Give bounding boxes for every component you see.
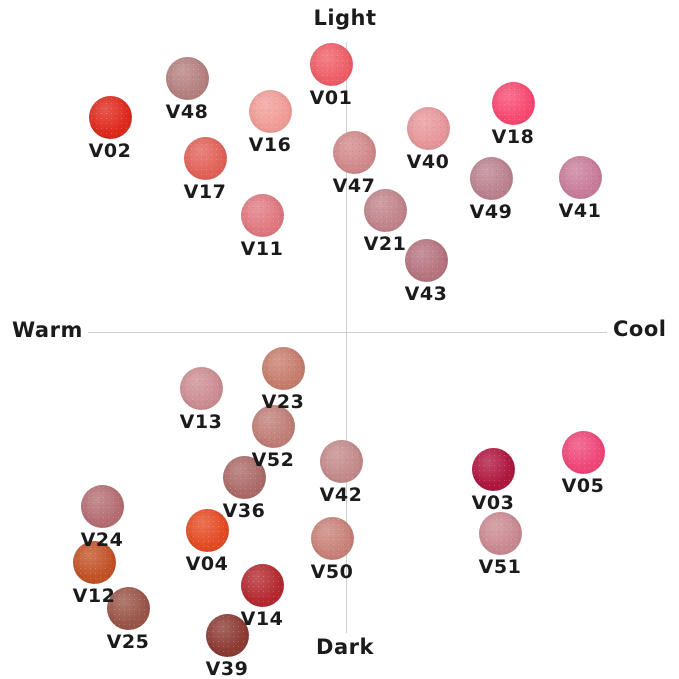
- shade-swatch-v40: [406, 106, 450, 150]
- shade-label-v25: V25: [106, 630, 150, 653]
- shade-swatch-v17: [183, 136, 227, 180]
- axis-label-light: Light: [313, 6, 377, 30]
- shade-label-v51: V51: [478, 555, 522, 578]
- shade-label-v02: V02: [88, 139, 132, 162]
- shade-label-v47: V47: [332, 174, 376, 197]
- shade-label-v24: V24: [80, 528, 124, 551]
- shade-swatch-v39: [205, 613, 249, 657]
- shade-swatch-v02: [88, 95, 132, 139]
- shade-label-v39: V39: [205, 657, 249, 679]
- shade-label-v04: V04: [185, 552, 229, 575]
- shade-swatch-v03: [471, 447, 515, 491]
- axis-label-warm: Warm: [12, 318, 83, 342]
- shade-label-v12: V12: [72, 584, 116, 607]
- shade-label-v40: V40: [406, 150, 450, 173]
- axis-label-cool: Cool: [613, 317, 667, 341]
- shade-swatch-v05: [561, 430, 605, 474]
- shade-swatch-v25: [106, 586, 150, 630]
- shade-label-v50: V50: [310, 560, 354, 583]
- shade-label-v14: V14: [240, 607, 284, 630]
- shade-label-v52: V52: [251, 448, 295, 471]
- shade-swatch-v49: [469, 156, 513, 200]
- shade-label-v23: V23: [261, 390, 305, 413]
- y-axis-line: [346, 42, 347, 633]
- shade-swatch-v42: [319, 439, 363, 483]
- x-axis-line: [88, 332, 607, 333]
- shade-swatch-v12: [72, 540, 116, 584]
- shade-label-v17: V17: [183, 180, 227, 203]
- shade-label-v36: V36: [222, 499, 266, 522]
- shade-swatch-v01: [309, 42, 353, 86]
- shade-label-v48: V48: [165, 100, 209, 123]
- shade-label-v18: V18: [491, 125, 535, 148]
- shade-swatch-v04: [185, 508, 229, 552]
- shade-label-v43: V43: [404, 282, 448, 305]
- axis-label-dark: Dark: [316, 635, 374, 659]
- shade-swatch-v23: [261, 346, 305, 390]
- shade-label-v01: V01: [309, 86, 353, 109]
- shade-label-v21: V21: [363, 232, 407, 255]
- shade-swatch-v14: [240, 563, 284, 607]
- shade-swatch-v52: [251, 404, 295, 448]
- shade-swatch-v13: [179, 366, 223, 410]
- shade-label-v05: V05: [561, 474, 605, 497]
- shade-swatch-v41: [558, 155, 602, 199]
- shade-swatch-v18: [491, 81, 535, 125]
- shade-label-v16: V16: [248, 133, 292, 156]
- shade-swatch-v24: [80, 484, 124, 528]
- shade-swatch-v47: [332, 130, 376, 174]
- shade-label-v42: V42: [319, 483, 363, 506]
- shade-swatch-v21: [363, 188, 407, 232]
- shade-label-v03: V03: [471, 491, 515, 514]
- shade-label-v11: V11: [240, 237, 284, 260]
- shade-label-v13: V13: [179, 410, 223, 433]
- shade-label-v41: V41: [558, 199, 602, 222]
- shade-label-v49: V49: [469, 200, 513, 223]
- shade-swatch-v50: [310, 516, 354, 560]
- shade-swatch-v36: [222, 455, 266, 499]
- shade-swatch-v51: [478, 511, 522, 555]
- shade-swatch-v48: [165, 56, 209, 100]
- shade-swatch-v16: [248, 89, 292, 133]
- shade-swatch-v43: [404, 238, 448, 282]
- shade-swatch-v11: [240, 193, 284, 237]
